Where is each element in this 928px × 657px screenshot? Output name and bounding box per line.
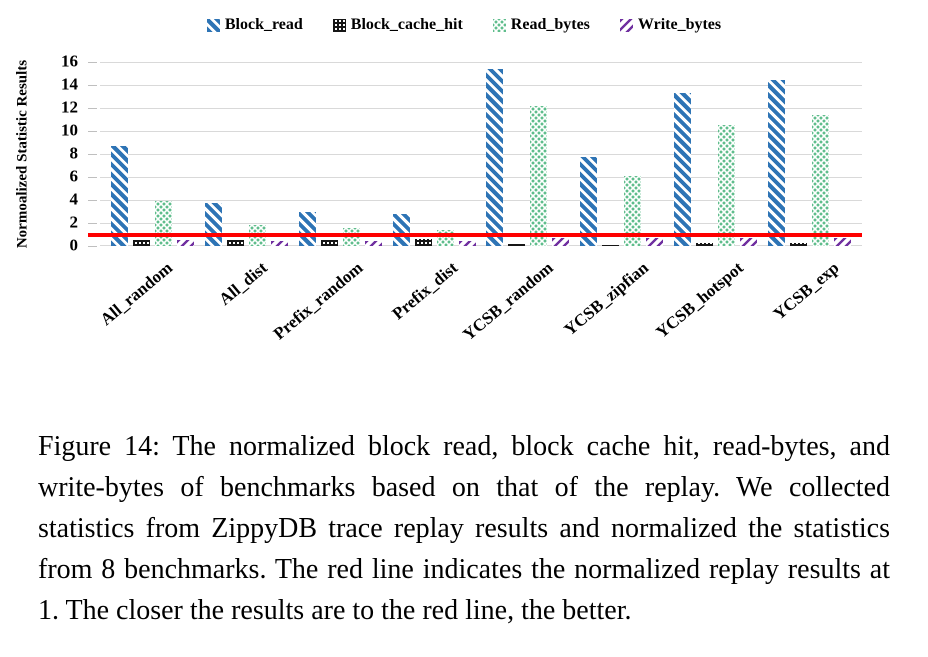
legend-item-read-bytes: Read_bytes: [492, 16, 590, 34]
y-tick-label-6: 6: [69, 166, 79, 186]
y-tick-label-2: 2: [69, 212, 79, 232]
x-axis-labels: All_random All_dist Prefix_random Prefix_di…: [96, 248, 862, 378]
bar-Write_bytes-All_dist: [270, 240, 288, 246]
gridline-8: [100, 153, 862, 155]
figure-caption: Figure 14: The normalized block read, bl…: [38, 431, 890, 626]
y-tick-mark-4: [88, 199, 97, 201]
bar-Block_read-YCSB_exp: [768, 80, 785, 246]
legend-item-block-cache-hit: Block_cache_hit: [332, 16, 463, 34]
bar-Block_read-YCSB_random: [486, 68, 504, 246]
block-cache-hit-swatch-icon: [332, 18, 346, 32]
bar-Block_cache_hit-Prefix_dist: [414, 239, 432, 246]
bar-Read_bytes-Prefix_random: [342, 227, 360, 246]
bar-Read_bytes-YCSB_random: [530, 105, 548, 246]
x-label-cell-YCSB_random: YCSB_random: [459, 248, 576, 378]
y-tick-label-12: 12: [61, 97, 78, 117]
bar-Write_bytes-Prefix_random: [364, 240, 382, 246]
x-label-cell-Prefix_random: Prefix_random: [270, 248, 386, 378]
y-tick-mark-16: [88, 61, 97, 63]
bar-Write_bytes-All_random: [176, 240, 194, 246]
legend: Block_read Block_cache_hit Read_bytes Wr…: [0, 16, 928, 34]
x-label-cell-YCSB_zipfian: YCSB_zipfian: [560, 248, 671, 378]
bar-Block_cache_hit-YCSB_zipfian: [602, 244, 620, 246]
bar-group-YCSB_zipfian: [580, 62, 664, 246]
write-bytes-swatch-icon: [619, 18, 633, 32]
bar-Write_bytes-YCSB_exp: [834, 237, 851, 246]
y-tick-label-10: 10: [61, 120, 78, 140]
bar-Block_cache_hit-YCSB_hotspot: [696, 243, 714, 246]
bar-Write_bytes-YCSB_hotspot: [740, 237, 758, 246]
bar-Block_cache_hit-YCSB_exp: [790, 243, 807, 246]
y-tick-label-8: 8: [69, 143, 79, 163]
legend-label: Block_cache_hit: [350, 16, 463, 33]
gridline-14: [100, 84, 862, 86]
reference-line: [88, 232, 862, 237]
bar-group-All_dist: [204, 62, 288, 246]
gridline-12: [100, 107, 862, 109]
gridline-4: [100, 199, 862, 201]
chart-area: Block_read Block_cache_hit Read_bytes Wr…: [0, 16, 928, 378]
y-tick-mark-8: [88, 153, 97, 155]
x-label-cell-Prefix_dist: Prefix_dist: [386, 248, 481, 378]
bar-group-YCSB_exp: [768, 62, 851, 246]
gridline-2: [100, 222, 862, 224]
x-label-Prefix_dist: Prefix_dist: [388, 258, 462, 324]
bar-Block_cache_hit-All_random: [132, 240, 150, 246]
gridline-10: [100, 130, 862, 132]
block-read-swatch-icon: [206, 18, 220, 32]
legend-item-write-bytes: Write_bytes: [619, 16, 722, 34]
y-axis-ticks: 0 2 4 6 8 10 12 14 16: [0, 52, 88, 255]
plot-area: [88, 61, 862, 247]
bar-Block_read-All_random: [110, 145, 128, 246]
bar-Block_cache_hit-All_dist: [226, 240, 244, 246]
bar-group-YCSB_hotspot: [674, 62, 758, 246]
bar-Block_cache_hit-Prefix_random: [320, 239, 338, 246]
bar-Read_bytes-All_random: [154, 201, 172, 246]
bar-Write_bytes-Prefix_dist: [458, 240, 476, 246]
y-tick-mark-0: [88, 245, 97, 247]
x-label-All_random: All_random: [96, 258, 176, 330]
bar-groups: [100, 62, 862, 246]
x-axis-line: [100, 245, 862, 246]
y-tick-label-4: 4: [69, 189, 79, 209]
y-tick-mark-12: [88, 107, 97, 109]
bar-Block_cache_hit-YCSB_random: [508, 243, 526, 246]
y-tick-mark-14: [88, 84, 97, 86]
y-tick-mark-2: [88, 222, 97, 224]
bar-group-YCSB_random: [486, 62, 570, 246]
legend-label: Block_read: [224, 16, 303, 33]
bar-Read_bytes-YCSB_hotspot: [718, 125, 736, 246]
legend-label: Read_bytes: [510, 16, 590, 33]
legend-label: Write_bytes: [637, 16, 722, 33]
y-tick-mark-6: [88, 176, 97, 178]
bar-Read_bytes-YCSB_exp: [812, 114, 829, 246]
legend-item-block-read: Block_read: [206, 16, 303, 34]
gridline-16: [100, 61, 862, 63]
bar-group-All_random: [110, 62, 194, 246]
gridline-6: [100, 176, 862, 178]
read-bytes-swatch-icon: [492, 18, 506, 32]
bar-group-Prefix_dist: [392, 62, 476, 246]
x-label-YCSB_exp: YCSB_exp: [769, 258, 843, 324]
bar-Write_bytes-YCSB_zipfian: [646, 237, 664, 246]
x-label-cell-All_random: All_random: [96, 248, 195, 378]
bar-Write_bytes-YCSB_random: [552, 237, 570, 246]
bar-Block_read-Prefix_random: [298, 211, 316, 246]
y-tick-label-0: 0: [69, 235, 79, 255]
y-tick-mark-10: [88, 130, 97, 132]
y-tick-label-16: 16: [61, 51, 78, 71]
bar-group-Prefix_random: [298, 62, 382, 246]
x-label-cell-YCSB_hotspot: YCSB_hotspot: [653, 248, 767, 378]
bar-Block_read-Prefix_dist: [392, 213, 410, 246]
bar-Block_read-YCSB_zipfian: [580, 157, 598, 246]
x-label-cell-YCSB_exp: YCSB_exp: [767, 248, 862, 378]
x-label-cell-All_dist: All_dist: [195, 248, 290, 378]
y-tick-label-14: 14: [61, 74, 78, 94]
bar-Block_read-All_dist: [204, 203, 222, 246]
bar-Read_bytes-YCSB_zipfian: [624, 175, 642, 246]
x-label-All_dist: All_dist: [215, 258, 272, 309]
bar-Block_read-YCSB_hotspot: [674, 93, 692, 246]
